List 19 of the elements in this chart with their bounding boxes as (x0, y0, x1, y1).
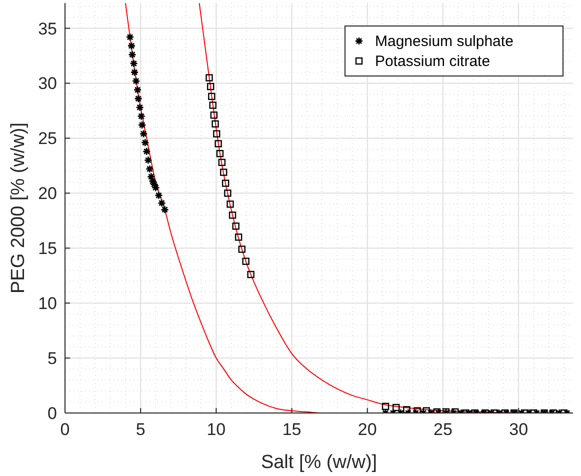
y-tick-label: 10 (38, 294, 57, 314)
x-tick-label: 25 (434, 420, 452, 439)
y-tick-label: 5 (48, 349, 57, 368)
x-tick-label: 5 (136, 420, 146, 439)
x-axis-title: Salt [% (w/w)] (260, 452, 378, 473)
y-tick-label: 25 (38, 129, 57, 148)
y-tick-label: 20 (38, 184, 57, 204)
legend-label: Magnesium sulphate (375, 33, 514, 50)
legend-label: Potassium citrate (375, 53, 490, 70)
x-tick-label: 20 (358, 420, 377, 439)
x-tick-label: 15 (282, 420, 302, 439)
x-tick-label: 10 (206, 420, 226, 439)
y-tick-label: 15 (38, 239, 57, 258)
y-tick-label: 35 (38, 19, 57, 38)
x-tick-label: 0 (60, 420, 70, 439)
y-tick-label: 30 (38, 74, 57, 94)
y-axis-title: PEG 2000 [% (w/w)] (8, 122, 29, 294)
x-tick-label: 30 (509, 420, 528, 439)
y-tick-label: 0 (48, 404, 57, 423)
